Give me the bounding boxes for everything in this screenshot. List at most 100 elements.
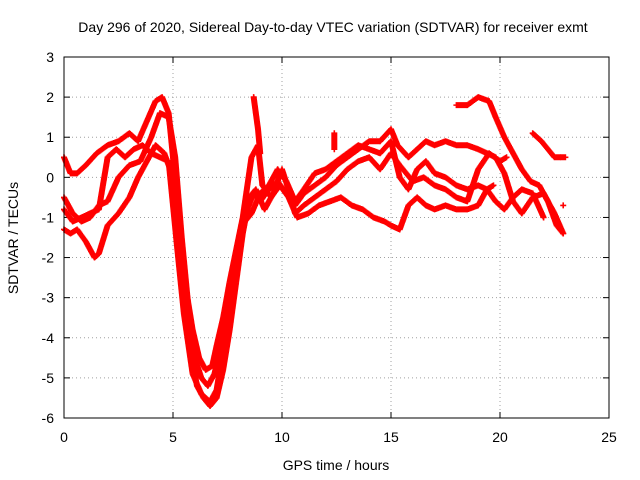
data-point-segment [405,147,420,161]
series-track-6 [529,130,569,161]
data-point-segment [510,187,524,201]
data-point-segment [255,126,264,157]
data-point-segment [337,194,354,208]
data-point-segment [241,211,254,225]
data-point-segment [333,155,350,169]
series-track-2 [61,110,567,389]
data-point-segment [422,158,437,176]
data-point-segment [95,155,111,213]
data-point-segment [394,142,411,160]
x-tick-label: 5 [169,429,177,445]
data-point-segment [207,395,219,409]
data-point-segment [126,175,141,201]
data-point-segment [207,388,220,405]
data-point-segment [442,174,459,188]
data-point-segment [74,226,89,244]
data-point-segment [189,326,202,360]
data-point-segment [115,195,132,217]
data-point-segment [115,163,132,181]
y-tick-labels: 3 2 1 0 -1 -2 -3 -4 -5 -6 [42,49,55,426]
data-point-segment [538,138,551,152]
data-point-segment [322,159,339,173]
data-point-segment [159,94,172,116]
series-track-5 [453,94,567,237]
data-point-segment [536,182,551,204]
y-tick-label: 1 [46,129,54,145]
data-point-segment [174,246,187,316]
y-tick-label: -1 [42,209,55,225]
y-tick-label: 2 [46,89,54,105]
x-tick-label: 10 [274,429,290,445]
data-point-segment [82,151,99,169]
data-point-segment [235,219,248,257]
data-point-segment [91,251,102,261]
data-point-segment [250,94,259,115]
axis-ticks [63,56,610,419]
x-tick-labels: 0 5 10 15 20 25 [60,429,617,445]
data-point-segment [274,166,289,184]
data-point-segment [405,167,420,193]
data-point-segment [104,147,119,161]
data-point-segment [276,182,291,200]
y-tick-label: -3 [42,290,55,306]
data-point-segment [333,167,350,185]
data-point-segment [113,146,128,160]
data-point-segment [292,187,307,205]
data-points [61,94,569,409]
data-point-segment [152,142,167,156]
data-point-segment [213,315,226,349]
data-point-segment [220,279,233,321]
data-point-segment [180,310,196,376]
data-point-segment [464,94,481,109]
data-point-segment [414,139,429,153]
data-point-segment [176,234,189,292]
data-point-segment [135,119,150,145]
data-point-segment [228,251,242,301]
data-point-segment [344,142,361,157]
data-point [560,202,567,209]
data-point-segment [492,154,507,176]
data-point-segment [501,134,516,156]
data-point-segment [196,354,209,372]
grid-lines [64,57,609,418]
data-point-segment [518,166,533,184]
data-point-segment [252,110,261,131]
plot-frame [63,56,610,419]
series-track-9 [560,202,567,209]
data-point-segment [492,114,507,140]
y-axis-label: SDTVAR / TECUs [5,182,21,294]
data-point-segment [359,206,376,220]
data-point-segment [220,295,235,353]
y-tick-label: -4 [42,330,55,346]
data-point-segment [311,175,328,189]
data-point-segment [104,211,121,229]
data-point-segment [122,147,136,161]
data-point-segment [74,163,88,177]
series-track-4 [61,138,547,405]
data-point-segment [248,191,263,217]
data-point-segment [183,286,196,332]
data-point-segment [544,198,560,228]
series-track-8 [331,130,338,153]
y-tick-label: -5 [42,370,55,386]
chart-title: Day 296 of 2020, Sidereal Day-to-day VTE… [78,19,587,35]
data-point-segment [501,195,516,213]
data-point-segment [529,190,547,221]
y-tick-label: 3 [46,49,54,65]
data-point-segment [165,158,181,252]
data-point-segment [189,370,204,396]
data-point-segment [239,155,255,221]
data-point-segment [165,114,178,160]
data-point-segment [104,175,121,205]
data-point-segment [311,187,328,201]
data-point-segment [405,195,420,209]
data-point-segment [285,194,300,220]
data-point-segment [553,222,567,237]
data-point-segment [139,142,154,156]
data-point-segment [414,194,429,208]
data-point-segment [143,99,159,125]
data-point-segment [148,111,163,141]
data-point-segment [420,174,437,188]
data-point-segment [510,150,525,172]
